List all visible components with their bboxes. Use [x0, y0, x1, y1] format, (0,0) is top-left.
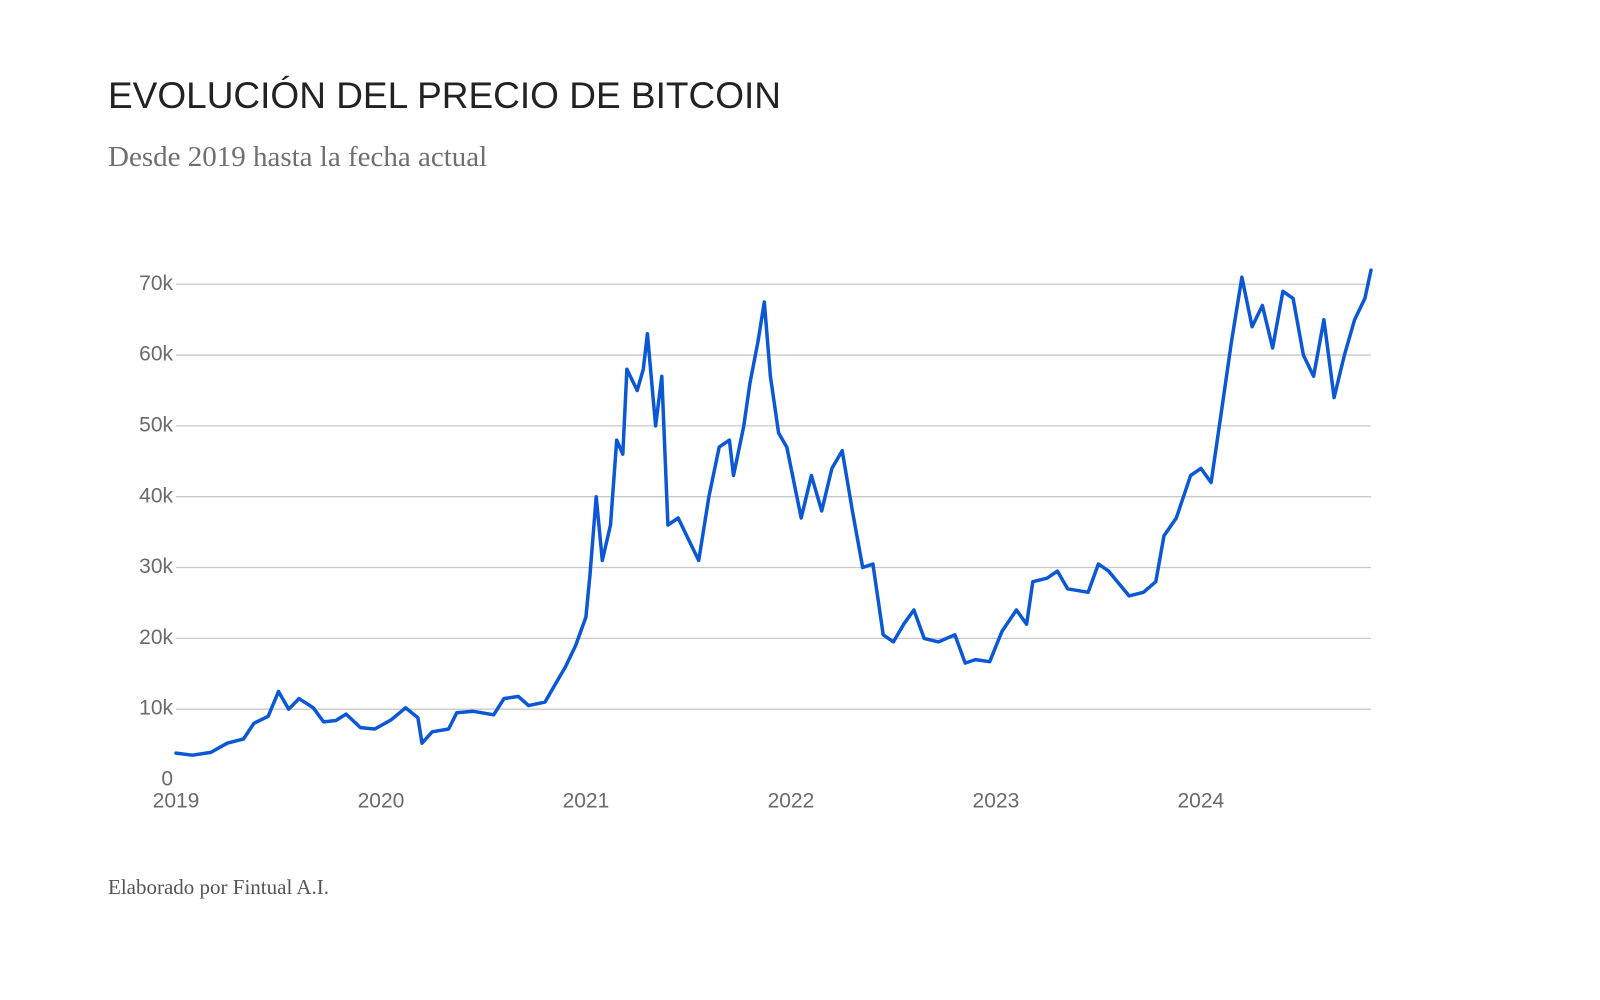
y-tick-label: 40k [139, 484, 173, 507]
x-tick-label: 2020 [358, 790, 405, 813]
y-tick-label: 50k [139, 413, 173, 436]
y-tick-label: 60k [139, 343, 173, 366]
price-line [174, 268, 1373, 757]
x-tick-label: 2024 [1178, 790, 1225, 813]
y-tick-label: 20k [139, 626, 173, 649]
y-tick-label: 30k [139, 555, 173, 578]
chart-title: EVOLUCIÓN DEL PRECIO DE BITCOIN [108, 75, 781, 116]
x-tick-label: 2019 [153, 790, 200, 813]
y-tick-label: 70k [139, 272, 173, 295]
x-tick-label: 2021 [563, 790, 610, 813]
x-tick-label: 2022 [768, 790, 815, 813]
y-tick-label: 0 [161, 768, 173, 791]
x-tick-label: 2023 [973, 790, 1020, 813]
chart-footer: Elaborado por Fintual A.I. [108, 875, 329, 899]
chart-subtitle: Desde 2019 hasta la fecha actual [108, 141, 487, 173]
y-tick-label: 10k [139, 697, 173, 720]
